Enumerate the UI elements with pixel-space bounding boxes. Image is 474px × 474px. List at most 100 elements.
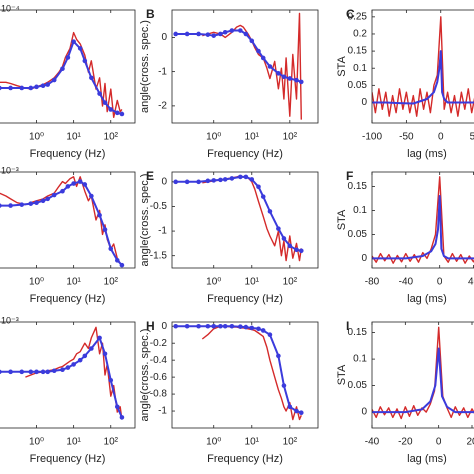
- y-tick-label: -0.6: [150, 372, 168, 383]
- marker: [51, 77, 57, 83]
- x-tick-label: 10²: [104, 437, 119, 448]
- x-tick-label: 40: [468, 277, 474, 288]
- plot-area: [173, 323, 304, 421]
- marker: [60, 188, 65, 194]
- axes-box: [371, 171, 474, 269]
- marker: [222, 29, 228, 35]
- x-tick-label: 10²: [283, 132, 298, 143]
- plot-area: [173, 12, 304, 120]
- x-tick-label: -40: [365, 437, 380, 448]
- x-axis-label: Frequency (Hz): [30, 453, 106, 465]
- marker: [196, 323, 201, 329]
- marker: [211, 33, 217, 38]
- x-axis-label: Frequency (Hz): [30, 148, 106, 160]
- series-line: [201, 325, 302, 421]
- x-axis-label: Frequency (Hz): [30, 293, 106, 305]
- y-tick-label: 0: [361, 253, 367, 264]
- x-tick-label: 10⁰: [206, 132, 221, 143]
- series-line: [372, 176, 474, 264]
- series-line: [202, 12, 302, 120]
- x-tick-label: 20: [466, 437, 474, 448]
- y-tick-label: -2: [158, 101, 167, 112]
- axes-box: [0, 171, 136, 269]
- y-tick-label: -1.5: [150, 250, 168, 261]
- panel: -80 -40 0 40 0 0.05 0.1 0.15 lag (ms) STA F: [336, 169, 474, 305]
- marker: [298, 248, 304, 254]
- marker: [196, 179, 201, 185]
- marker: [102, 100, 108, 105]
- x-axis-label: lag (ms): [407, 453, 447, 465]
- marker: [173, 31, 178, 37]
- marker: [287, 243, 293, 249]
- marker: [196, 31, 201, 37]
- marker: [82, 58, 88, 64]
- marker: [51, 368, 57, 374]
- x-axis-label: lag (ms): [407, 148, 447, 160]
- exponent-label: 10⁻³: [1, 165, 19, 175]
- x-tick-label: 10¹: [66, 132, 81, 143]
- x-tick-label: -80: [365, 277, 380, 288]
- marker: [256, 184, 261, 190]
- marker: [71, 39, 76, 44]
- marker: [222, 177, 228, 182]
- marker: [276, 226, 281, 231]
- marker: [281, 383, 287, 388]
- panel-label: E: [146, 169, 154, 183]
- marker: [28, 201, 34, 206]
- x-axis-label: Frequency (Hz): [207, 453, 283, 465]
- marker: [218, 31, 223, 37]
- x-tick-label: 10¹: [66, 437, 81, 448]
- marker: [211, 178, 217, 183]
- panel: 10⁰ 10¹ 10² 0 -0.5 -1 -1.5 Frequency (Hz) angle(…: [139, 169, 319, 305]
- marker: [298, 79, 304, 85]
- x-tick-label: 10²: [104, 277, 119, 288]
- y-tick-label: 0: [161, 32, 167, 43]
- x-axis-label: Frequency (Hz): [207, 293, 283, 305]
- marker: [256, 326, 261, 332]
- marker: [108, 378, 114, 383]
- marker: [238, 174, 243, 180]
- exponent-label: 10⁻³: [1, 315, 19, 325]
- x-tick-label: 10⁰: [206, 277, 221, 288]
- marker: [89, 75, 94, 81]
- marker: [184, 179, 190, 185]
- marker: [249, 177, 255, 182]
- x-tick-label: 10²: [283, 437, 298, 448]
- marker: [205, 178, 211, 184]
- y-tick-label: 0.25: [348, 11, 368, 22]
- marker: [19, 369, 25, 375]
- marker: [40, 369, 46, 375]
- marker: [249, 325, 255, 331]
- marker: [108, 107, 114, 112]
- marker: [205, 32, 211, 37]
- series-line: [202, 175, 302, 262]
- marker: [276, 71, 281, 76]
- y-tick-label: 0: [361, 407, 367, 418]
- exponent-label: 10⁻⁴: [1, 3, 20, 13]
- plot-area: [372, 16, 474, 117]
- x-tick-label: 0: [438, 132, 444, 143]
- marker: [34, 200, 39, 206]
- panel: -100 -50 0 50 0 0.05 0.1 0.15 0.2 0.25 lag (ms) STA…: [336, 7, 474, 160]
- marker: [287, 76, 293, 81]
- marker: [276, 353, 281, 359]
- marker: [8, 369, 13, 375]
- panel: 10⁰ 10¹ 10² Frequency (Hz) 10⁻⁴: [0, 3, 136, 160]
- marker: [19, 202, 25, 207]
- x-tick-label: 10²: [283, 277, 298, 288]
- x-tick-label: -50: [399, 132, 414, 143]
- y-axis-label: angle(cross. spec.): [139, 20, 151, 113]
- y-tick-label: 0.1: [353, 354, 367, 365]
- axes-box: [171, 321, 319, 429]
- x-tick-label: 50: [470, 132, 474, 143]
- marker: [238, 28, 243, 33]
- marker: [173, 323, 178, 329]
- panel-label: B: [146, 7, 155, 21]
- marker: [28, 85, 34, 91]
- x-tick-label: 10⁰: [29, 277, 44, 288]
- marker: [222, 323, 228, 329]
- y-tick-label: 0.15: [348, 46, 368, 57]
- marker: [114, 110, 120, 116]
- y-tick-label: 0: [161, 321, 167, 332]
